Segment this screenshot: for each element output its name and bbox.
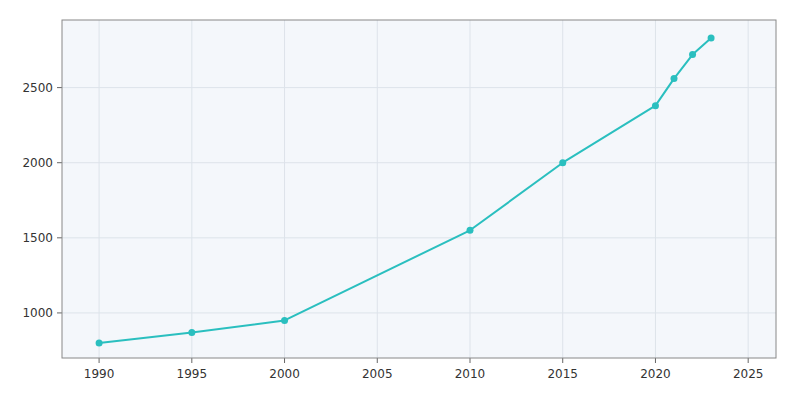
x-tick [99,358,100,363]
y-tick [57,312,62,313]
point [671,75,678,82]
y-tick [57,87,62,88]
point [559,159,566,166]
chart-container: 1990 1995 2000 2005 2010 2015 2020 2025 1000 1500… [0,0,800,400]
plot-frame [62,20,776,358]
point [96,339,103,346]
x-tick-label: 2000 [269,367,300,381]
point [281,317,288,324]
y-grid-line [62,162,776,163]
x-tick [377,358,378,363]
point [467,227,474,234]
x-tick [748,358,749,363]
point [689,51,696,58]
x-grid-line [191,20,192,358]
y-tick-label: 2000 [22,156,53,170]
y-tick-label: 1000 [22,306,53,320]
x-tick [655,358,656,363]
x-tick [191,358,192,363]
x-tick-label: 2010 [455,367,486,381]
x-grid-line [470,20,471,358]
y-grid-line [62,312,776,313]
point [652,102,659,109]
y-tick [57,237,62,238]
x-tick [470,358,471,363]
line [99,38,711,343]
x-tick-label: 2025 [733,367,764,381]
y-tick-label: 1500 [22,231,53,245]
x-grid-line [748,20,749,358]
axes: 1990 1995 2000 2005 2010 2015 2020 2025 1000 1500… [22,81,763,381]
grid [62,20,776,358]
chart-svg: 1990 1995 2000 2005 2010 2015 2020 2025 1000 1500… [0,0,800,400]
x-grid-line [377,20,378,358]
plot-background [62,20,776,358]
y-tick-label: 2500 [22,81,53,95]
y-tick [57,162,62,163]
point [188,329,195,336]
x-tick-label: 1995 [177,367,208,381]
x-tick-label: 2005 [362,367,393,381]
x-grid-line [562,20,563,358]
x-tick-label: 1990 [84,367,115,381]
x-tick [284,358,285,363]
series [96,35,715,347]
x-grid-line [99,20,100,358]
x-tick-label: 2015 [547,367,578,381]
x-grid-line [284,20,285,358]
x-grid-line [655,20,656,358]
x-tick-label: 2020 [640,367,671,381]
x-tick [562,358,563,363]
y-grid-line [62,237,776,238]
point [708,35,715,42]
